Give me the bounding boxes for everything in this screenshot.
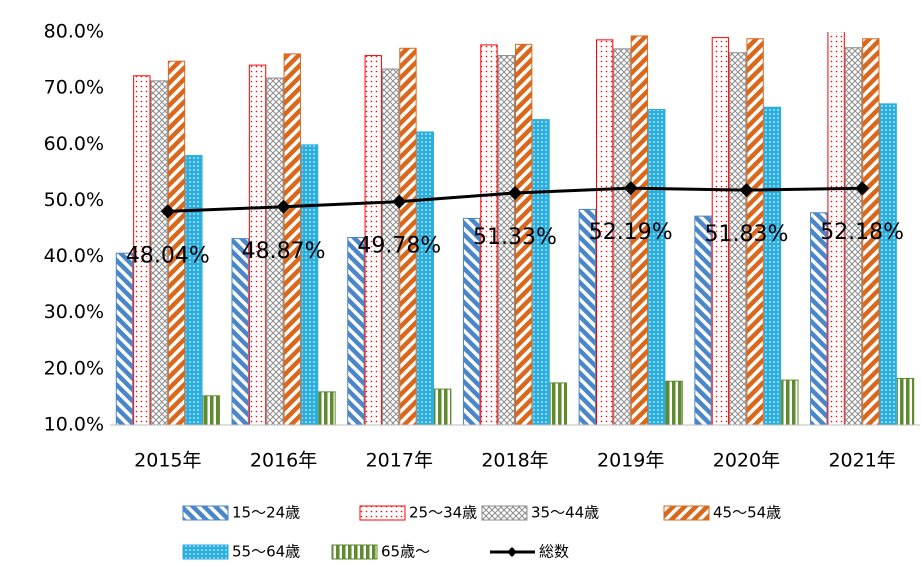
data-label: 52.18% — [820, 220, 904, 245]
y-tick-label: 30.0% — [44, 301, 104, 323]
legend-label: 45～54歳 — [713, 504, 781, 522]
legend-label: 15～24歳 — [232, 504, 300, 522]
y-tick-label: 20.0% — [44, 357, 104, 379]
bar — [763, 106, 782, 426]
x-tick-label: 2021年 — [828, 450, 895, 472]
marker — [508, 185, 522, 200]
y-tick-label: 60.0% — [44, 133, 104, 155]
bar — [694, 215, 712, 426]
bar — [300, 144, 319, 426]
bar — [185, 155, 203, 426]
bar — [416, 131, 434, 426]
marker — [855, 181, 870, 196]
bar — [781, 379, 799, 426]
bars — [115, 32, 915, 426]
bar — [434, 388, 452, 426]
legend-label: 65歳～ — [381, 543, 430, 561]
bar — [115, 252, 134, 426]
legend-marker — [507, 547, 517, 557]
bar — [202, 395, 220, 426]
bar — [896, 377, 915, 426]
legend-label: 総数 — [539, 543, 569, 561]
x-tick-label: 2019年 — [597, 450, 664, 472]
marker — [739, 183, 754, 198]
marker — [276, 199, 291, 214]
bar — [879, 103, 897, 426]
legend-swatch — [481, 505, 528, 521]
marker — [623, 181, 638, 196]
legend-swatch — [359, 505, 406, 521]
bar — [318, 391, 336, 426]
legend-label: 55～64歳 — [232, 543, 300, 561]
data-label: 51.33% — [473, 225, 557, 250]
bar — [665, 380, 683, 426]
data-label: 48.87% — [242, 239, 326, 264]
x-tick-label: 2020年 — [713, 450, 780, 472]
bar — [231, 238, 249, 426]
bar — [532, 119, 550, 426]
y-tick-label: 70.0% — [44, 77, 104, 99]
bar — [549, 382, 568, 426]
data-label: 51.83% — [704, 222, 788, 247]
marker — [392, 194, 407, 209]
legend-swatch — [182, 505, 229, 521]
bar — [347, 236, 365, 426]
data-label: 52.19% — [589, 220, 673, 245]
x-tick-label: 2015年 — [134, 450, 201, 472]
legend-swatch — [182, 544, 229, 560]
x-tick-label: 2018年 — [481, 450, 548, 472]
legend-label: 35～44歳 — [531, 504, 599, 522]
data-label: 48.04% — [126, 243, 210, 268]
y-tick-label: 50.0% — [44, 189, 104, 211]
x-tick-label: 2016年 — [250, 450, 317, 472]
data-label: 49.78% — [357, 234, 441, 259]
y-tick-label: 80.0% — [44, 21, 104, 43]
legend-swatch — [663, 505, 710, 521]
bar — [648, 108, 666, 426]
legend-swatch — [331, 544, 378, 560]
legend-label: 25～34歳 — [409, 504, 477, 522]
y-tick-label: 40.0% — [44, 245, 104, 267]
x-tick-label: 2017年 — [366, 450, 433, 472]
marker — [160, 204, 175, 219]
y-tick-label: 10.0% — [44, 414, 104, 436]
